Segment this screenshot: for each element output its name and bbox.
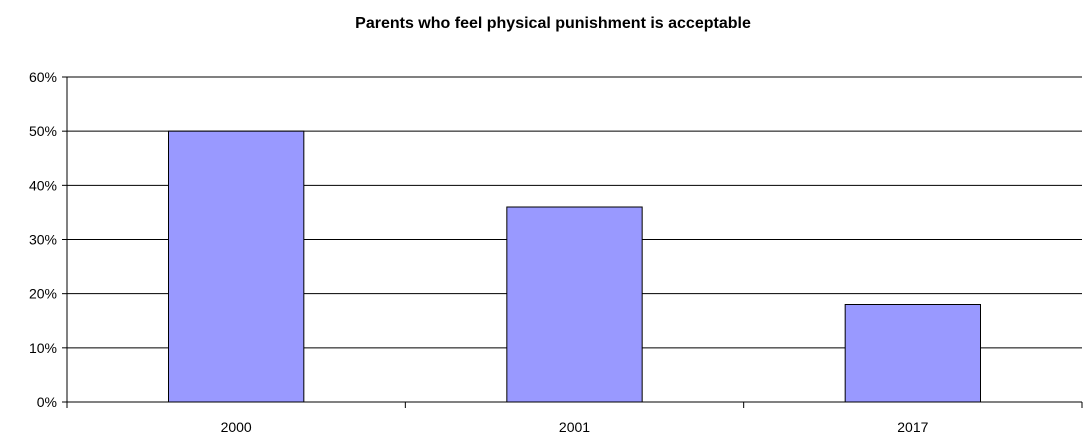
bar-2017 [844,304,982,403]
y-tick-label: 40% [29,177,57,193]
y-tick-label: 0% [37,394,57,410]
bars [168,130,982,403]
y-tick-label: 30% [29,232,57,248]
x-tick-label: 2017 [897,419,928,435]
x-axis-ticks: 2000 2001 2017 [66,402,1083,435]
y-tick-label: 10% [29,340,57,356]
y-tick-label: 50% [29,123,57,139]
bar-2000 [168,130,305,403]
x-tick-label: 2000 [221,419,252,435]
x-tick-label: 2001 [559,419,590,435]
y-tick-label: 60% [29,69,57,85]
y-axis-ticks: 0% 10% 20% 30% 40% 50% 60% [29,69,67,410]
y-tick-label: 20% [29,286,57,302]
bar-2001 [506,206,643,403]
chart-title: Parents who feel physical punishment is … [355,15,751,32]
